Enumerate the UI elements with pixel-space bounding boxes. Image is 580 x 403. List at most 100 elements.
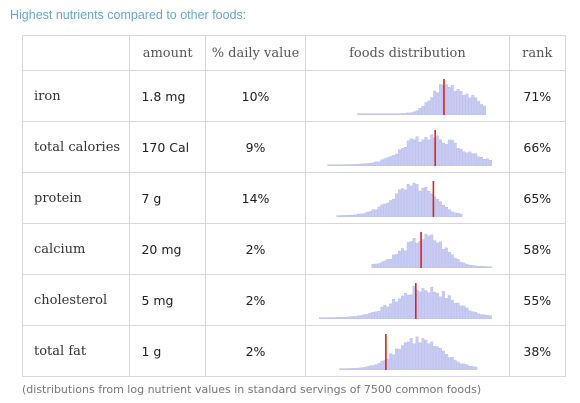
histogram-bar — [418, 141, 422, 166]
histogram-bar — [392, 354, 396, 370]
histogram-bar — [389, 303, 393, 319]
table-row: cholesterol 5 mg 2% 55% — [21, 274, 567, 326]
distribution-histogram — [319, 283, 493, 319]
nutrient-rank: 58% — [508, 223, 567, 275]
histogram-bar — [416, 184, 419, 217]
histogram-bar — [445, 247, 449, 268]
histogram-bar — [380, 159, 384, 166]
distribution-histogram — [336, 181, 463, 217]
histogram-bar — [386, 113, 390, 115]
histogram-bar — [401, 148, 405, 166]
histogram-bar — [380, 261, 384, 268]
nutrient-rank: 55% — [508, 274, 567, 326]
histogram-bar — [342, 215, 346, 217]
histogram-bar — [442, 291, 446, 319]
histogram-bar — [380, 113, 384, 115]
distribution-histogram — [339, 334, 478, 370]
histogram-bar — [424, 186, 428, 217]
histogram-bar — [433, 346, 437, 370]
histogram-bar — [445, 144, 449, 166]
histogram-bar — [489, 315, 493, 319]
histogram-bar — [448, 209, 452, 217]
histogram-bar — [330, 317, 334, 319]
histogram-bar — [342, 368, 346, 370]
histogram-bar — [460, 148, 463, 166]
histogram-bar — [377, 161, 381, 166]
histogram-bar — [424, 136, 428, 166]
histogram-bar — [416, 336, 419, 370]
histogram-bar — [366, 211, 370, 217]
histogram-bar — [448, 251, 452, 268]
histogram-bar — [380, 204, 384, 217]
histogram-bar — [465, 307, 469, 319]
histogram-bar — [354, 316, 358, 319]
histogram-bar — [372, 312, 375, 319]
histogram-bar — [471, 311, 475, 319]
histogram-bar — [474, 153, 478, 166]
histogram-bar — [457, 148, 460, 166]
distribution-histogram — [372, 232, 493, 268]
histogram-bar — [439, 84, 443, 115]
histogram-bar — [474, 366, 478, 370]
histogram-bar — [345, 164, 349, 166]
histogram-bar — [395, 301, 399, 319]
histogram-bar — [445, 298, 449, 319]
histogram-bar — [418, 190, 422, 217]
histogram-bar — [383, 158, 387, 166]
histogram-bar — [454, 257, 458, 268]
histogram-bar — [372, 365, 375, 370]
histogram-bar — [413, 139, 416, 166]
histogram-bar — [421, 288, 425, 319]
histogram-bar — [483, 266, 487, 268]
histogram-bar — [357, 213, 361, 217]
histogram-bar — [477, 156, 481, 166]
histogram-bar — [474, 312, 478, 319]
histogram-bar — [445, 354, 449, 370]
histogram-bar — [407, 112, 411, 115]
histogram-bar — [410, 294, 414, 319]
histogram-bar — [336, 215, 340, 217]
histogram-bar — [416, 242, 419, 268]
histogram-bar — [468, 310, 472, 319]
histogram-bar — [369, 163, 372, 166]
histogram-bar — [436, 242, 440, 268]
nutrient-amount: 1.8 mg — [129, 70, 206, 122]
histogram-bar — [442, 205, 446, 217]
histogram-bar — [471, 153, 475, 166]
histogram-bar — [383, 304, 387, 319]
histogram-bar — [339, 317, 343, 319]
histogram-bar — [357, 113, 361, 115]
histogram-bar — [372, 209, 375, 217]
histogram-bar — [330, 164, 334, 166]
histogram-bar — [421, 187, 425, 217]
section-header: Highest nutrients compared to other food… — [10, 8, 247, 22]
histogram-bar — [363, 163, 367, 166]
nutrient-daily-value: 10% — [204, 70, 307, 122]
histogram-bar — [398, 349, 402, 370]
histogram-bar — [357, 164, 361, 166]
histogram-bar — [404, 293, 408, 319]
histogram-bar — [483, 105, 487, 115]
histogram-bar — [474, 265, 478, 268]
histogram-bar — [433, 291, 437, 319]
histogram-bar — [410, 241, 414, 268]
distribution-cell — [305, 325, 510, 377]
histogram-bar — [374, 263, 378, 268]
distribution-histogram — [328, 130, 493, 166]
column-header-rank: rank — [508, 35, 567, 71]
histogram-bar — [410, 112, 414, 115]
histogram-bar — [486, 158, 490, 166]
histogram-bar — [486, 314, 490, 319]
histogram-bar — [424, 290, 428, 319]
histogram-bar — [345, 368, 349, 370]
histogram-bar — [404, 342, 408, 370]
histogram-bar — [436, 346, 440, 370]
histogram-bar — [354, 368, 358, 370]
histogram-bar — [416, 136, 419, 166]
histogram-bar — [369, 211, 372, 217]
histogram-bar — [319, 317, 323, 319]
histogram-bar — [357, 315, 361, 319]
histogram-bar — [351, 214, 355, 217]
histogram-bar — [465, 263, 469, 268]
histogram-bar — [454, 212, 458, 217]
